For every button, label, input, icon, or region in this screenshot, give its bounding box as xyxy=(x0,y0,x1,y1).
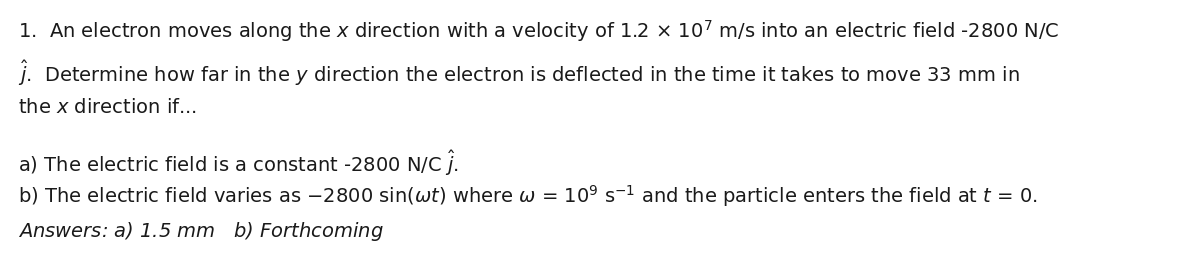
Text: 1.  An electron moves along the $x$ direction with a velocity of 1.2 $\times$ 10: 1. An electron moves along the $x$ direc… xyxy=(18,18,1060,44)
Text: a) The electric field is a constant -2800 N/C $\hat{j}$.: a) The electric field is a constant -280… xyxy=(18,148,458,178)
Text: the $x$ direction if...: the $x$ direction if... xyxy=(18,98,197,117)
Text: Answers: $a$) 1.5 mm   $b$) Forthcoming: Answers: $a$) 1.5 mm $b$) Forthcoming xyxy=(18,220,384,243)
Text: b) The electric field varies as $-$2800 sin($\omega t$) where $\omega$ = 10$^9$ : b) The electric field varies as $-$2800 … xyxy=(18,183,1038,209)
Text: $\hat{j}$.  Determine how far in the $y$ direction the electron is deflected in : $\hat{j}$. Determine how far in the $y$ … xyxy=(18,58,1020,88)
